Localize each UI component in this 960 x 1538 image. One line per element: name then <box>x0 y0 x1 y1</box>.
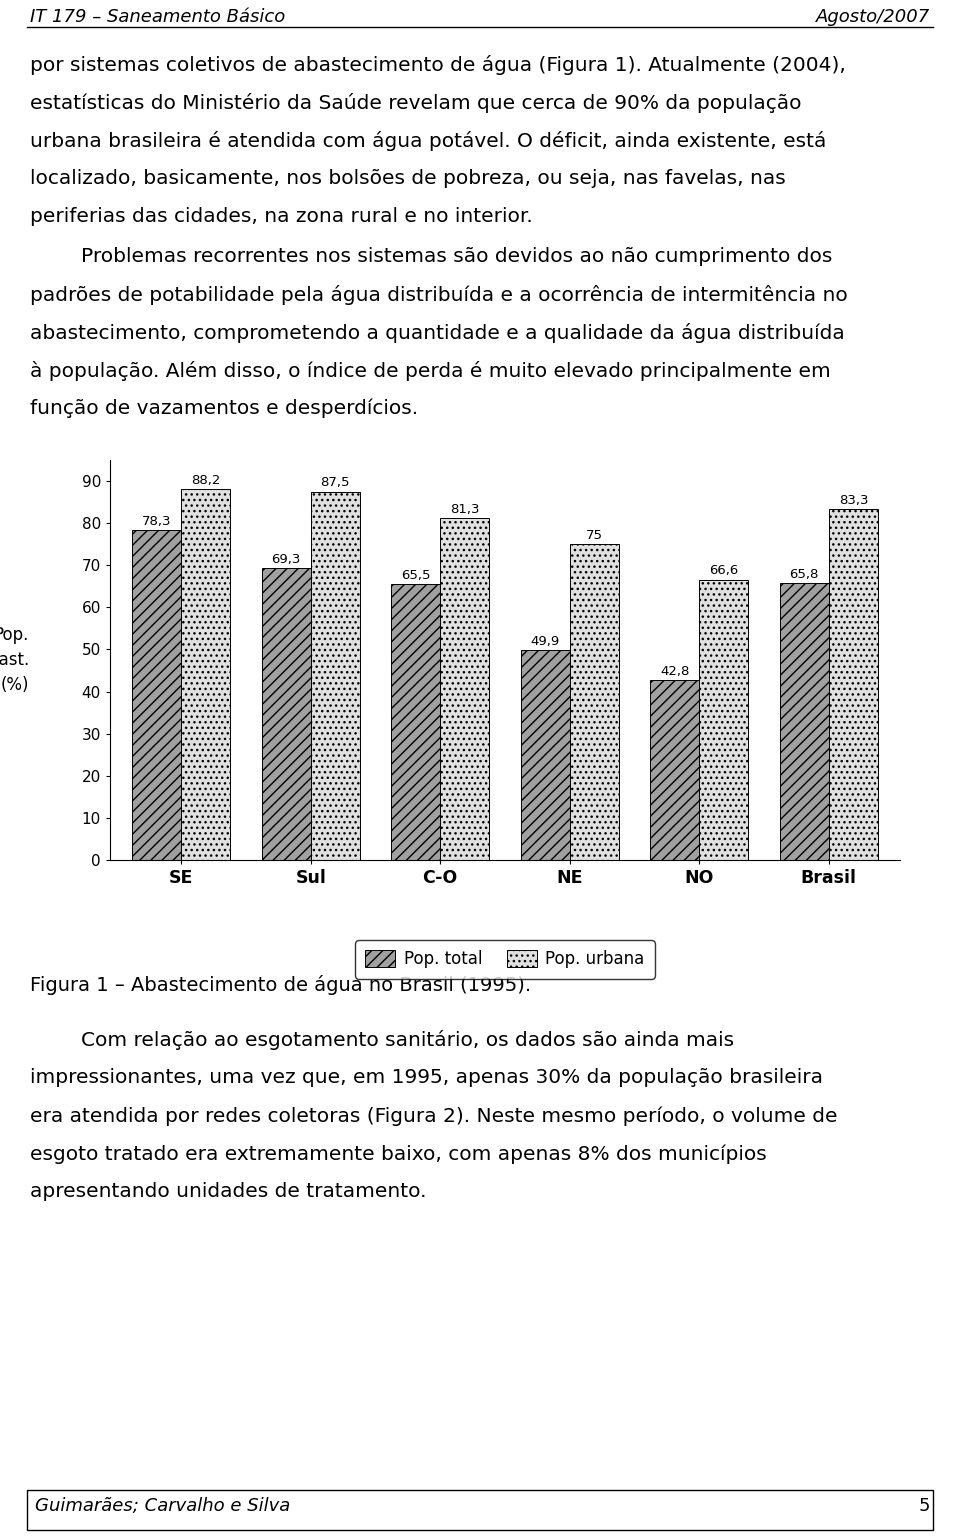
Text: 75: 75 <box>586 529 603 541</box>
Text: 5: 5 <box>919 1496 930 1515</box>
Bar <box>520 651 569 860</box>
Text: função de vazamentos e desperdícios.: função de vazamentos e desperdícios. <box>30 398 419 418</box>
Bar <box>132 531 181 860</box>
Text: IT 179 – Saneamento Básico: IT 179 – Saneamento Básico <box>30 8 285 26</box>
Text: 78,3: 78,3 <box>142 515 172 528</box>
Text: apresentando unidades de tratamento.: apresentando unidades de tratamento. <box>30 1183 426 1201</box>
Text: 87,5: 87,5 <box>321 477 350 489</box>
Text: 49,9: 49,9 <box>531 635 560 647</box>
Text: Com relação ao esgotamento sanitário, os dados são ainda mais: Com relação ao esgotamento sanitário, os… <box>30 1030 734 1050</box>
Text: 65,8: 65,8 <box>789 568 819 581</box>
Bar <box>780 583 828 860</box>
Text: 83,3: 83,3 <box>839 494 868 508</box>
Bar <box>650 680 699 860</box>
Text: padrões de potabilidade pela água distribuída e a ocorrência de intermitência no: padrões de potabilidade pela água distri… <box>30 285 848 305</box>
Text: Figura 1 – Abastecimento de água no Brasil (1995).: Figura 1 – Abastecimento de água no Bras… <box>30 975 531 995</box>
Text: esgoto tratado era extremamente baixo, com apenas 8% dos municípios: esgoto tratado era extremamente baixo, c… <box>30 1144 767 1164</box>
Text: 65,5: 65,5 <box>401 569 430 581</box>
Text: abastecimento, comprometendo a quantidade e a qualidade da água distribuída: abastecimento, comprometendo a quantidad… <box>30 323 845 343</box>
Text: impressionantes, uma vez que, em 1995, apenas 30% da população brasileira: impressionantes, uma vez que, em 1995, a… <box>30 1067 823 1087</box>
Bar <box>311 492 360 860</box>
Bar <box>441 518 490 860</box>
Text: à população. Além disso, o índice de perda é muito elevado principalmente em: à população. Além disso, o índice de per… <box>30 361 830 381</box>
Text: 42,8: 42,8 <box>660 664 689 678</box>
Text: 88,2: 88,2 <box>191 474 221 486</box>
Text: urbana brasileira é atendida com água potável. O déficit, ainda existente, está: urbana brasileira é atendida com água po… <box>30 131 827 151</box>
Text: Problemas recorrentes nos sistemas são devidos ao não cumprimento dos: Problemas recorrentes nos sistemas são d… <box>30 248 832 266</box>
Bar <box>569 544 619 860</box>
Bar <box>828 509 878 860</box>
Text: 81,3: 81,3 <box>450 503 480 515</box>
Text: estatísticas do Ministério da Saúde revelam que cerca de 90% da população: estatísticas do Ministério da Saúde reve… <box>30 92 802 112</box>
Bar <box>391 584 441 860</box>
Legend: Pop. total, Pop. urbana: Pop. total, Pop. urbana <box>355 940 655 978</box>
Bar <box>261 568 311 860</box>
Text: periferias das cidades, na zona rural e no interior.: periferias das cidades, na zona rural e … <box>30 208 533 226</box>
Text: 66,6: 66,6 <box>709 564 738 577</box>
Bar <box>27 1490 933 1530</box>
Text: Agosto/2007: Agosto/2007 <box>816 8 930 26</box>
Text: localizado, basicamente, nos bolsões de pobreza, ou seja, nas favelas, nas: localizado, basicamente, nos bolsões de … <box>30 169 785 188</box>
Bar <box>699 580 749 860</box>
Text: 69,3: 69,3 <box>272 554 300 566</box>
Text: Guimarães; Carvalho e Silva: Guimarães; Carvalho e Silva <box>35 1496 290 1515</box>
Bar <box>181 489 230 860</box>
Y-axis label: Pop.
abast.
(%): Pop. abast. (%) <box>0 626 29 694</box>
Text: era atendida por redes coletoras (Figura 2). Neste mesmo período, o volume de: era atendida por redes coletoras (Figura… <box>30 1106 837 1126</box>
Text: por sistemas coletivos de abastecimento de água (Figura 1). Atualmente (2004),: por sistemas coletivos de abastecimento … <box>30 55 846 75</box>
